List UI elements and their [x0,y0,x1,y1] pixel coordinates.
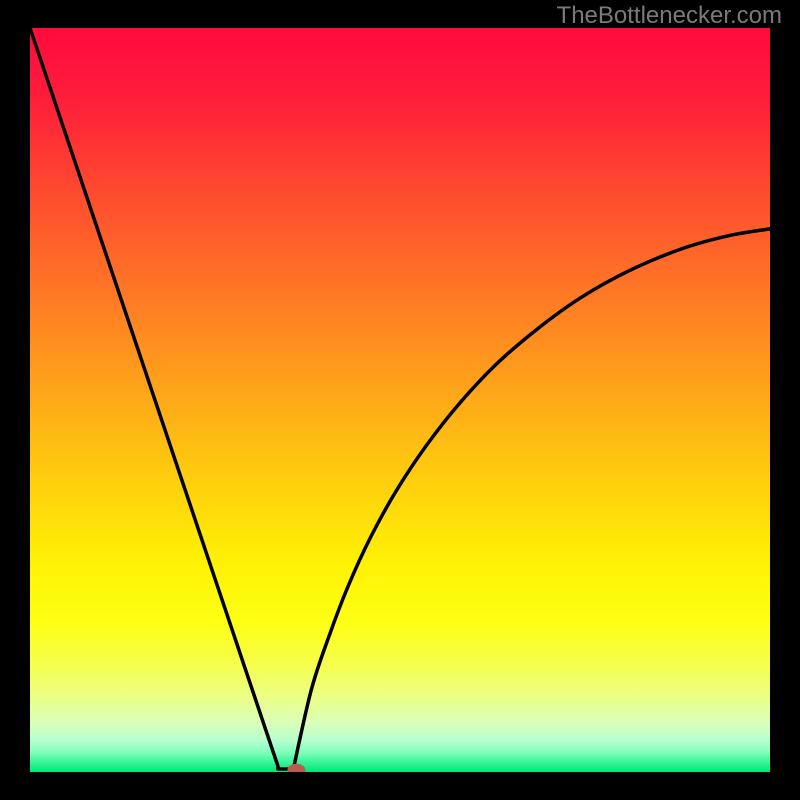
watermark-text: TheBottlenecker.com [557,2,782,30]
chart-gradient-background [30,28,770,772]
frame-bottom [0,772,800,800]
frame-left [0,0,30,800]
frame-right [770,0,800,800]
